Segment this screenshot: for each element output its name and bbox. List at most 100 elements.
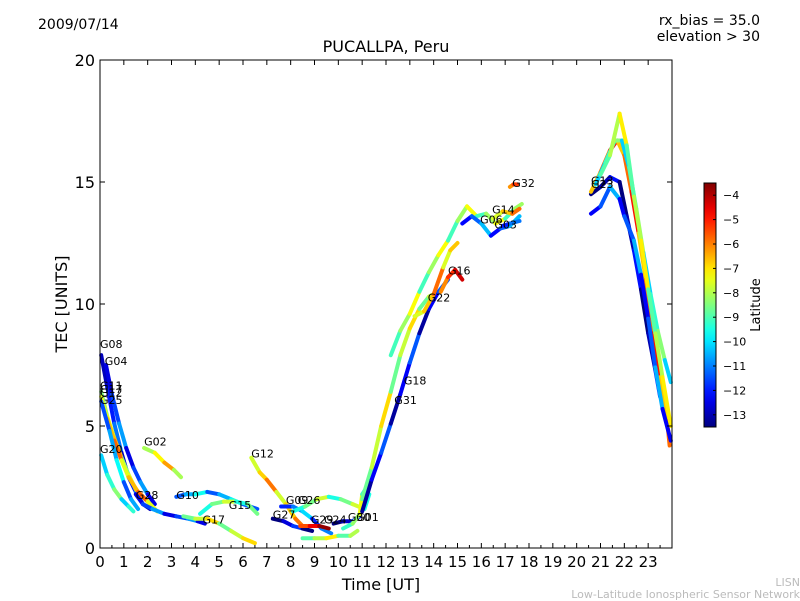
satellite-label: G17 xyxy=(203,514,226,527)
series-segment xyxy=(121,480,133,502)
series-segment xyxy=(484,211,498,226)
series-segment xyxy=(426,253,441,275)
series-segment xyxy=(639,287,651,336)
series-segment xyxy=(162,511,179,519)
satellite-label: G12 xyxy=(100,387,123,400)
satellite-label: G29 xyxy=(311,514,334,527)
series-g22 xyxy=(412,241,460,319)
satellite-label: G27 xyxy=(273,509,296,522)
series-segment xyxy=(631,194,643,243)
series-segment xyxy=(217,521,234,533)
x-tick-label: 3 xyxy=(167,553,177,571)
series-segment xyxy=(104,363,114,397)
satellite-label: G15 xyxy=(229,499,252,512)
colorbar-tick-label: −10 xyxy=(723,336,746,349)
satellite-label: G22 xyxy=(428,292,451,305)
x-tick-label: 5 xyxy=(214,553,224,571)
series-segment xyxy=(193,489,210,497)
series-segment xyxy=(660,406,673,443)
series-layer xyxy=(99,111,673,546)
satellite-label: G11 xyxy=(100,379,123,392)
series-segment xyxy=(507,219,522,226)
satellite-label: G13 xyxy=(591,174,614,187)
series-segment xyxy=(99,453,110,477)
satellite-label: G31 xyxy=(394,394,417,407)
series-segment xyxy=(422,292,436,314)
y-tick-label: 5 xyxy=(85,417,95,436)
series-segment xyxy=(105,472,117,492)
series-segment xyxy=(319,526,334,536)
x-tick-label: 0 xyxy=(95,553,105,571)
series-g27 xyxy=(270,516,315,533)
x-tick-label: 19 xyxy=(543,553,562,571)
y-tick-label: 20 xyxy=(75,51,95,70)
satellite-label: G03 xyxy=(494,218,517,231)
series-segment xyxy=(99,399,112,433)
x-tick-label: 10 xyxy=(329,553,348,571)
series-g15 xyxy=(198,499,260,516)
series-segment xyxy=(229,528,245,541)
x-tick-label: 8 xyxy=(286,553,296,571)
series-segment xyxy=(431,265,446,297)
satellite-label: G26 xyxy=(298,494,321,507)
satellite-label: G09 xyxy=(286,494,309,507)
series-segment xyxy=(598,175,612,189)
chart-title: PUCALLPA, Peru xyxy=(322,37,450,56)
satellite-label: G28 xyxy=(136,489,159,502)
x-tick-label: 7 xyxy=(262,553,272,571)
axes: 0 1 2 3 4 5 6 7 8 9 10 11 12 13 14 15 16 17 18 19 20 21 22 2305… xyxy=(52,51,673,594)
satellite-label: G12 xyxy=(251,448,274,461)
satellite-label: G08 xyxy=(100,338,123,351)
series-segment xyxy=(205,516,222,526)
series-segment xyxy=(608,184,622,202)
satellite-label: G16 xyxy=(448,265,471,278)
series-segment xyxy=(598,153,612,177)
colorbar-tick-label: −6 xyxy=(723,238,739,251)
series-segment xyxy=(660,375,673,428)
satellite-label: G18 xyxy=(404,375,427,388)
colorbar-tick-label: −9 xyxy=(723,311,739,324)
series-segment xyxy=(245,502,260,516)
series-segment xyxy=(662,358,673,385)
x-tick-label: 23 xyxy=(639,553,658,571)
x-tick-label: 13 xyxy=(400,553,419,571)
series-segment xyxy=(653,365,665,411)
series-segment xyxy=(653,331,665,380)
series-segment xyxy=(639,238,651,292)
series-segment xyxy=(658,375,670,424)
satellite-label: G10 xyxy=(176,489,199,502)
x-axis-label: Time [UT] xyxy=(341,575,420,594)
series-segment xyxy=(417,306,431,336)
x-tick-label: 4 xyxy=(191,553,201,571)
series-segment xyxy=(624,143,636,199)
colorbar: −4 −5 −6 −7 −8 −9 −10 −11 −12 −13 Latitude xyxy=(703,182,764,428)
satellite-label: G06 xyxy=(480,214,503,227)
series-segment xyxy=(112,438,124,463)
footer-credit-short: LISN xyxy=(775,576,800,589)
series-segment xyxy=(417,294,431,311)
series-segment xyxy=(407,331,422,365)
series-segment xyxy=(388,353,403,394)
series-g14 xyxy=(491,206,522,221)
series-segment xyxy=(360,477,374,514)
colorbar-tick-label: −11 xyxy=(723,360,746,373)
series-segment xyxy=(598,184,612,209)
series-segment xyxy=(217,492,234,502)
series-segment xyxy=(109,392,122,426)
series-segment xyxy=(388,328,403,358)
x-tick-label: 20 xyxy=(567,553,586,571)
series-segment xyxy=(198,502,214,516)
series-segment xyxy=(453,267,465,282)
satellite-label: G04 xyxy=(105,355,128,368)
series-g04 xyxy=(104,363,157,507)
series-g32 xyxy=(507,182,520,189)
series-segment xyxy=(112,487,124,502)
series-segment xyxy=(441,248,453,270)
series-segment xyxy=(133,492,145,507)
series-segment xyxy=(291,504,307,514)
y-tick-label: 0 xyxy=(85,539,95,558)
satellite-label: G01 xyxy=(356,511,379,524)
series-segment xyxy=(446,219,460,243)
series-segment xyxy=(622,214,636,243)
